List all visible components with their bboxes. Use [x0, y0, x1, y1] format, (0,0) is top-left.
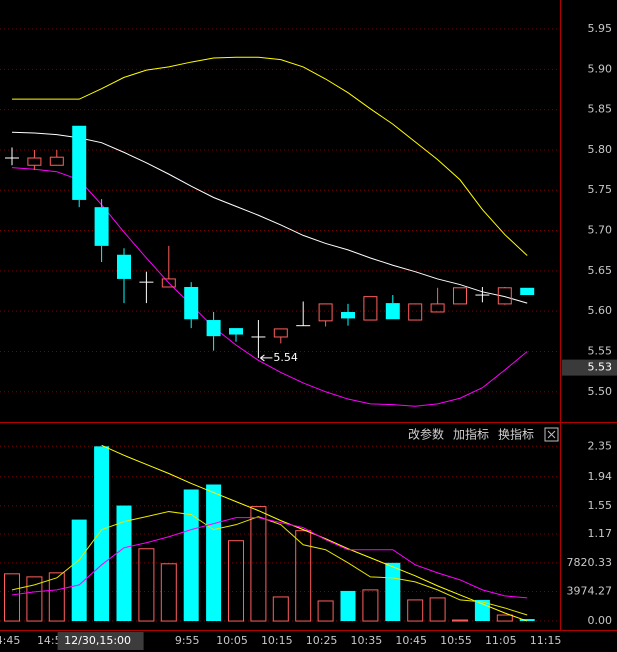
volume-bar [340, 590, 356, 622]
volume-bar [250, 506, 267, 622]
x-tick-label: 10:15 [261, 634, 293, 647]
volume-bar [71, 519, 87, 622]
y-tick-label: 1.94 [588, 470, 613, 483]
last-price-box [562, 359, 617, 376]
volume-bar [272, 596, 289, 622]
volume-bar [26, 576, 43, 622]
candle-body [453, 287, 467, 305]
y-tick-label: 1.17 [588, 527, 613, 540]
volume-bar [519, 619, 535, 622]
x-tick-label: 12/30,15:00 [64, 634, 131, 647]
volume-bar [4, 573, 20, 622]
volume-bar [160, 563, 177, 622]
candle-body [94, 207, 109, 246]
y-tick-label: 5.95 [588, 22, 613, 35]
candle-body [27, 157, 42, 166]
y-tick-label: 5.90 [588, 62, 613, 75]
panel-button[interactable]: 改参数 [408, 427, 444, 442]
x-tick-label: 9:55 [175, 634, 200, 647]
volume-bar [452, 619, 468, 622]
volume-bar [496, 614, 513, 622]
candle-body [72, 125, 87, 200]
candle-body [206, 320, 221, 337]
volume-bar [429, 597, 446, 622]
candle-body [117, 254, 131, 279]
volume-bar [183, 489, 199, 622]
candle-body [229, 328, 243, 335]
candle-body [497, 287, 512, 305]
y-tick-label: 3974.27 [567, 584, 613, 597]
y-tick-label: 5.75 [588, 183, 613, 196]
y-tick-label: 0.00 [588, 614, 613, 627]
candle-body [408, 303, 423, 321]
candle-body [385, 303, 400, 320]
candle-body [430, 303, 445, 313]
x-tick-label: 10:55 [440, 634, 472, 647]
candle-body [318, 303, 333, 322]
x-tick-label: 10:25 [306, 634, 338, 647]
panel-button[interactable]: 加指标 [453, 427, 489, 442]
x-cursor-box [57, 632, 144, 650]
x-tick-label: 10:35 [351, 634, 383, 647]
candle-body [341, 311, 355, 319]
volume-bar [138, 548, 155, 622]
volume-bar [116, 505, 132, 622]
x-tick-label: 11:15 [530, 634, 562, 647]
close-button[interactable] [544, 427, 559, 442]
volume-bar [385, 562, 401, 622]
volume-bar [362, 589, 379, 622]
candle-body [184, 286, 199, 320]
x-tick-label: 4:45 [0, 634, 20, 647]
volume-bar [206, 484, 222, 622]
y-tick-label: 5.70 [588, 224, 613, 237]
volume-bar [407, 599, 424, 622]
close-icon [547, 430, 556, 439]
y-tick-label: 5.50 [588, 385, 613, 398]
indicator-line [11, 167, 528, 407]
candle-body [273, 328, 288, 338]
low-label: 5.54 [273, 351, 298, 364]
panel-button[interactable]: 换指标 [498, 427, 534, 442]
y-tick-label: 5.55 [588, 344, 613, 357]
volume-bar [317, 600, 334, 622]
y-tick-label: 7820.33 [567, 556, 613, 569]
x-tick-label: 10:45 [395, 634, 427, 647]
candle-body [161, 278, 176, 288]
y-tick-label: 1.55 [588, 499, 613, 512]
y-tick-label: 2.35 [588, 439, 613, 452]
y-tick-label: 5.80 [588, 143, 613, 156]
candle-body [49, 156, 64, 166]
indicator-line [11, 131, 528, 304]
y-tick-label: 5.65 [588, 264, 613, 277]
volume-bar [94, 446, 110, 622]
volume-bar [295, 530, 312, 622]
volume-bar [48, 572, 65, 622]
indicator-line [12, 56, 528, 256]
volume-bar [228, 540, 244, 622]
y-tick-label: 5.85 [588, 103, 613, 116]
low-arrow [260, 354, 273, 362]
y-tick-label: 5.60 [588, 304, 613, 317]
x-tick-label: 10:05 [216, 634, 248, 647]
x-tick-label: 11:05 [485, 634, 517, 647]
candle-body [520, 287, 535, 296]
indicator-line [11, 511, 528, 616]
indicator-line [11, 517, 528, 599]
last-price-label: 5.53 [588, 361, 613, 374]
candle-body [363, 296, 378, 321]
